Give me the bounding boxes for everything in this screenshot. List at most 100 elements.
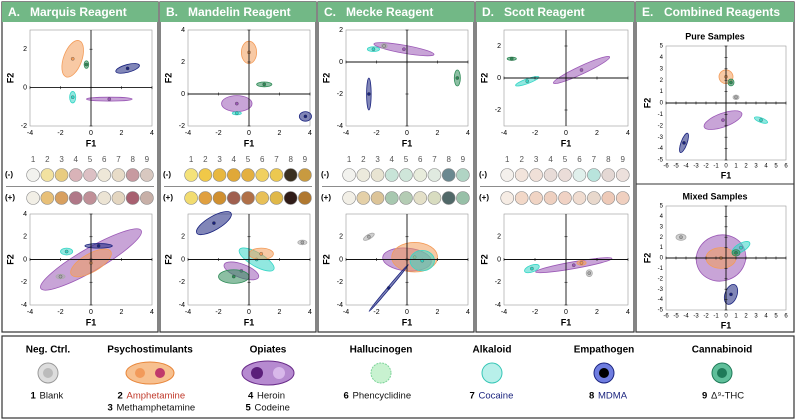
y-tick-label: -2 — [21, 123, 27, 130]
well — [543, 168, 558, 182]
cluster-center — [303, 114, 308, 119]
well — [241, 168, 255, 182]
x-axis-label: F1 — [86, 317, 97, 327]
y-tick-label: -4 — [658, 146, 664, 152]
well-column: 6 — [102, 155, 107, 164]
cluster-center — [70, 95, 75, 99]
x-tick-label: -3 — [693, 164, 699, 170]
well-column: 5 — [404, 155, 409, 164]
well — [198, 168, 213, 182]
legend-name: Blank — [40, 391, 64, 402]
y-tick-label: -1 — [658, 112, 664, 118]
x-tick-label: -4 — [343, 130, 349, 137]
well — [399, 168, 413, 182]
x-tick-label: -2 — [373, 130, 379, 137]
icon-opiate-dot — [251, 367, 263, 379]
cluster-center — [721, 118, 725, 122]
x-axis-label: F1 — [244, 138, 255, 148]
x-tick-label: 0 — [405, 130, 409, 137]
cluster-center — [231, 274, 236, 279]
well — [255, 191, 270, 205]
well — [97, 191, 112, 205]
well — [399, 191, 413, 205]
x-tick-label: 4 — [150, 309, 154, 316]
well — [370, 168, 385, 182]
cluster-center — [509, 57, 514, 61]
well-column: 1 — [505, 155, 510, 164]
well — [572, 191, 587, 205]
y-tick-label: -4 — [495, 302, 501, 309]
well — [269, 168, 284, 182]
cluster-center — [70, 57, 75, 61]
well — [601, 191, 616, 205]
cluster-center — [525, 79, 530, 83]
cluster-center — [734, 95, 738, 100]
panel-header — [2, 2, 158, 22]
y-tick-label: -2 — [179, 279, 185, 286]
well — [500, 191, 515, 205]
x-tick-label: 5 — [774, 164, 778, 170]
x-tick-label: -4 — [185, 309, 191, 316]
cluster-center — [300, 240, 305, 245]
y-tick-label: 5 — [660, 204, 664, 210]
plot-title: Mixed Samples — [682, 191, 747, 201]
x-tick-label: 5 — [774, 314, 778, 320]
x-tick-label: -6 — [663, 314, 669, 320]
well-column: 7 — [116, 155, 121, 164]
legend-num: 9 — [702, 391, 707, 402]
well-column: 1 — [189, 155, 194, 164]
y-axis-label: F2 — [479, 254, 489, 265]
x-axis-label: F1 — [402, 138, 413, 148]
well-row-label: (+) — [163, 193, 173, 202]
well — [342, 168, 356, 182]
well-column: 4 — [390, 155, 395, 164]
y-axis-label: F2 — [321, 73, 331, 84]
x-tick-label: 2 — [278, 130, 282, 137]
well — [384, 168, 399, 182]
x-tick-label: 2 — [120, 130, 124, 137]
x-tick-label: 2 — [436, 309, 440, 316]
well-column: 8 — [606, 155, 611, 164]
cluster-center — [530, 266, 534, 271]
x-tick-label: -4 — [185, 130, 191, 137]
well — [356, 191, 371, 205]
cluster-center — [729, 80, 733, 85]
panel-label: B. — [166, 5, 178, 19]
panel-header — [476, 2, 634, 22]
panel-title: Scott Reagent — [504, 5, 585, 19]
well — [125, 168, 140, 182]
well — [97, 168, 112, 182]
x-tick-label: 1 — [734, 164, 738, 170]
legend-title: Hallucinogen — [350, 345, 413, 356]
well — [441, 191, 456, 205]
cluster-center — [96, 244, 101, 248]
well — [558, 168, 572, 182]
y-axis-label: F2 — [642, 98, 652, 109]
x-tick-label: 4 — [626, 130, 630, 137]
panel-title: Combined Reagents — [664, 5, 780, 19]
cluster-center — [739, 245, 743, 250]
well — [427, 191, 442, 205]
well — [427, 168, 442, 182]
well — [26, 168, 40, 182]
cluster-center — [84, 62, 89, 67]
x-tick-label: -1 — [713, 314, 719, 320]
well-column: 8 — [288, 155, 293, 164]
well-column: 4 — [74, 155, 79, 164]
well — [283, 168, 298, 182]
well — [184, 191, 198, 205]
x-tick-label: -4 — [683, 164, 689, 170]
well — [298, 191, 312, 205]
x-tick-label: -2 — [532, 130, 538, 137]
y-tick-label: 5 — [660, 44, 664, 50]
legend-title: Cannabinoid — [692, 345, 753, 356]
icon-opiate-dot — [273, 367, 285, 379]
x-tick-label: 0 — [247, 309, 251, 316]
well — [40, 168, 55, 182]
well — [587, 191, 601, 205]
y-axis-label: F2 — [321, 254, 331, 265]
cluster-center — [235, 101, 239, 106]
well — [529, 191, 543, 205]
cluster-center — [64, 249, 69, 254]
